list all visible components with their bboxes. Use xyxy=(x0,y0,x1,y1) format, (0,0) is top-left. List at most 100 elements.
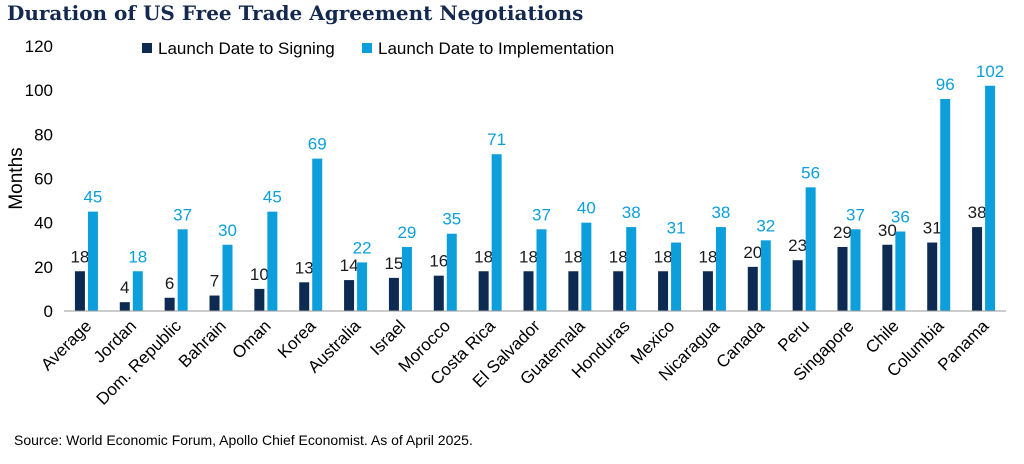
data-label-implementation: 37 xyxy=(532,205,551,224)
data-label-signing: 18 xyxy=(609,247,628,266)
bar-signing xyxy=(837,246,848,311)
bar-implementation xyxy=(357,262,368,311)
bar-signing xyxy=(523,271,534,311)
data-label-signing: 30 xyxy=(878,221,897,240)
bar-implementation xyxy=(581,222,592,311)
bar-implementation xyxy=(222,244,233,311)
data-label-signing: 6 xyxy=(165,274,174,293)
data-label-signing: 18 xyxy=(654,247,673,266)
bar-signing xyxy=(388,277,399,311)
legend-label-signing: Launch Date to Signing xyxy=(158,39,335,58)
y-axis: Months 0 20 40 60 80 100 120 xyxy=(6,37,53,321)
data-label-signing: 18 xyxy=(474,247,493,266)
bar-implementation xyxy=(267,211,278,311)
data-label-signing: 14 xyxy=(340,256,359,275)
chart-title: Duration of US Free Trade Agreement Nego… xyxy=(7,1,584,25)
bar-implementation xyxy=(985,85,996,311)
data-label-implementation: 71 xyxy=(487,130,506,149)
data-label-signing: 10 xyxy=(250,265,269,284)
x-tick-label: Average xyxy=(37,316,95,374)
bar-implementation xyxy=(312,158,323,311)
data-label-implementation: 45 xyxy=(263,188,282,207)
bar-implementation xyxy=(671,242,682,311)
bar-implementation xyxy=(132,271,143,311)
data-label-signing: 29 xyxy=(833,223,852,242)
bar-chart: Launch Date to Signing Launch Date to Imp… xyxy=(6,37,1006,409)
bar-implementation xyxy=(446,233,457,311)
y-tick-label: 20 xyxy=(34,258,53,277)
legend-swatch-implementation xyxy=(362,43,372,53)
data-label-signing: 23 xyxy=(788,236,807,255)
bar-signing xyxy=(478,271,489,311)
data-label-implementation: 36 xyxy=(891,208,910,227)
y-axis-label: Months xyxy=(6,147,27,209)
x-tick-label: Chile xyxy=(862,316,903,357)
data-label-signing: 4 xyxy=(120,278,129,297)
data-label-implementation: 56 xyxy=(801,163,820,182)
data-label-implementation: 96 xyxy=(936,75,955,94)
bar-signing xyxy=(658,271,669,311)
bar-signing xyxy=(792,260,803,311)
data-label-implementation: 22 xyxy=(353,238,372,257)
x-tick-label: Bahrain xyxy=(175,316,230,371)
data-label-implementation: 40 xyxy=(577,199,596,218)
data-label-signing: 7 xyxy=(210,272,219,291)
bar-signing xyxy=(702,271,713,311)
data-label-implementation: 31 xyxy=(667,219,686,238)
legend-swatch-signing xyxy=(142,43,152,53)
y-tick-label: 0 xyxy=(44,302,53,321)
bar-implementation xyxy=(177,229,188,311)
data-label-signing: 18 xyxy=(519,247,538,266)
bar-implementation xyxy=(401,246,412,311)
bar-signing xyxy=(299,282,310,311)
legend-label-implementation: Launch Date to Implementation xyxy=(378,39,614,58)
data-label-signing: 18 xyxy=(698,247,717,266)
x-tick-label: Panama xyxy=(934,316,993,375)
source-note: Source: World Economic Forum, Apollo Chi… xyxy=(14,432,473,448)
bar-implementation xyxy=(715,227,726,311)
bar-signing xyxy=(344,280,355,311)
data-label-signing: 38 xyxy=(968,203,987,222)
bar-implementation xyxy=(805,187,816,311)
data-label-signing: 31 xyxy=(923,219,942,238)
y-tick-label: 120 xyxy=(25,37,53,56)
data-label-signing: 18 xyxy=(70,247,89,266)
data-label-implementation: 30 xyxy=(218,221,237,240)
y-tick-label: 100 xyxy=(25,81,53,100)
x-tick-label: Israel xyxy=(366,316,409,359)
data-label-implementation: 69 xyxy=(308,135,327,154)
data-label-implementation: 45 xyxy=(83,188,102,207)
data-label-signing: 18 xyxy=(564,247,583,266)
x-tick-label: Canada xyxy=(713,316,769,372)
bar-signing xyxy=(882,244,893,311)
bar-implementation xyxy=(626,227,637,311)
bar-signing xyxy=(164,297,175,311)
bar-implementation xyxy=(87,211,98,311)
data-label-signing: 20 xyxy=(743,243,762,262)
bar-implementation xyxy=(850,229,861,311)
data-label-signing: 13 xyxy=(295,258,314,277)
data-label-implementation: 102 xyxy=(976,62,1004,81)
bar-signing xyxy=(74,271,85,311)
bar-signing xyxy=(927,242,938,311)
bar-signing xyxy=(747,266,758,311)
data-label-implementation: 37 xyxy=(173,205,192,224)
bar-signing xyxy=(254,288,265,311)
bar-implementation xyxy=(940,99,951,311)
data-label-implementation: 38 xyxy=(711,203,730,222)
data-label-implementation: 29 xyxy=(397,223,416,242)
y-tick-label: 80 xyxy=(34,125,53,144)
data-label-implementation: 37 xyxy=(846,205,865,224)
data-label-implementation: 35 xyxy=(442,210,461,229)
legend: Launch Date to Signing Launch Date to Imp… xyxy=(142,39,614,58)
bar-implementation xyxy=(895,231,906,311)
bar-implementation xyxy=(491,154,502,311)
y-tick-label: 60 xyxy=(34,170,53,189)
bar-implementation xyxy=(760,240,771,311)
data-label-signing: 16 xyxy=(429,252,448,271)
bar-signing xyxy=(613,271,624,311)
x-tick-label: Oman xyxy=(229,316,275,362)
bar-signing xyxy=(433,275,444,311)
